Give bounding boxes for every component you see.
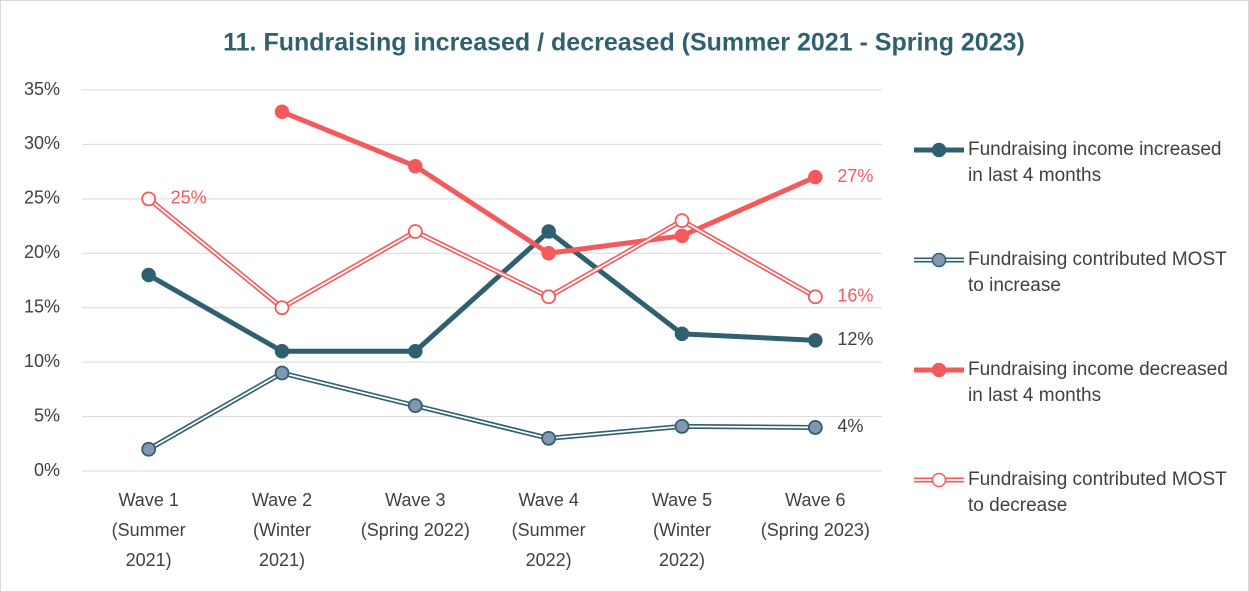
series-line-inner (148, 198, 816, 309)
marker (408, 158, 423, 174)
marker (407, 398, 423, 414)
marker (807, 289, 823, 305)
x-tick-label: Wave 3 (Spring 2022) (361, 490, 470, 540)
y-tick-label: 10% (24, 351, 60, 371)
marker (541, 430, 557, 446)
marker (274, 344, 290, 359)
data-label: 4% (837, 416, 863, 436)
x-tick-label: Wave 4 (Summer 2022) (512, 490, 586, 570)
marker (674, 228, 690, 244)
marker (274, 104, 290, 120)
legend-marker (931, 362, 947, 378)
marker (808, 333, 823, 348)
marker (141, 441, 157, 457)
x-tick-label: Wave 2 (Winter 2021) (252, 490, 312, 570)
chart-title: 11. Fundraising increased / decreased (S… (223, 29, 1025, 57)
data-label: 16% (837, 286, 873, 306)
marker (141, 191, 157, 207)
series-line-inner (148, 372, 816, 451)
marker (674, 326, 690, 342)
y-tick-label: 0% (34, 460, 60, 480)
y-tick-label: 35% (24, 79, 60, 99)
y-tick-label: 25% (24, 188, 60, 208)
marker (141, 267, 156, 283)
legend-marker (931, 142, 947, 158)
marker (541, 289, 557, 305)
legend-label: Fundraising contributed MOST to increase (968, 249, 1227, 296)
marker (274, 365, 290, 381)
x-tick-label: Wave 5 (Winter 2022) (652, 490, 712, 570)
marker (274, 300, 290, 316)
legend-label: Fundraising contributed MOST to decrease (968, 469, 1227, 516)
marker (407, 224, 423, 239)
legend-marker (931, 472, 947, 488)
marker (807, 420, 823, 435)
data-label: 12% (837, 329, 873, 349)
marker (674, 418, 690, 434)
marker (541, 246, 556, 261)
data-label: 27% (837, 166, 873, 186)
legend-label: Fundraising income increased in last 4 m… (968, 139, 1222, 186)
series-line (147, 229, 816, 354)
legend-marker (931, 252, 947, 268)
y-tick-label: 15% (24, 296, 60, 316)
marker (674, 213, 690, 229)
x-tick-label: Wave 6 (Spring 2023) (761, 490, 870, 540)
marker (808, 169, 823, 185)
y-tick-label: 5% (34, 405, 60, 425)
x-tick-label: Wave 1 (Summer 2021) (112, 490, 186, 570)
marker (408, 344, 423, 359)
y-tick-label: 20% (24, 242, 60, 262)
marker (541, 224, 556, 239)
data-label: 25% (171, 188, 207, 208)
legend-label: Fundraising income decreased in last 4 m… (968, 359, 1228, 406)
y-tick-label: 30% (24, 133, 60, 153)
